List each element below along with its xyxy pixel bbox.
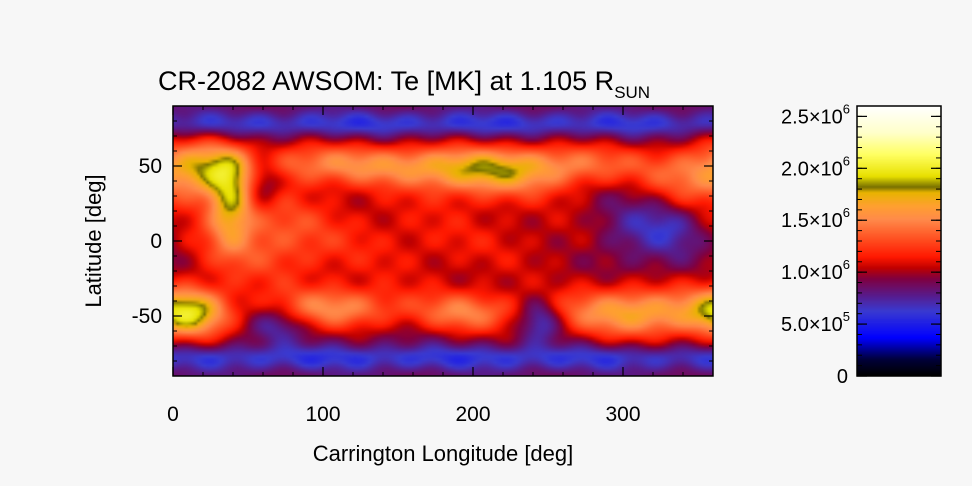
y-tick-label: 50 bbox=[139, 155, 162, 178]
colorbar-tick-label: 1.5×106 bbox=[781, 205, 850, 232]
colorbar-tick-label: 0 bbox=[837, 366, 848, 388]
colorbar-tick-label: 2.5×106 bbox=[781, 101, 850, 128]
colorbar: 2.5×106 2.0×106 1.5×106 1.0×106 5.0×105 0 bbox=[781, 101, 942, 388]
colorbar-tick-label: 5.0×105 bbox=[781, 309, 850, 336]
chart-title-main: CR-2082 AWSOM: Te [MK] at 1.105 R bbox=[158, 66, 614, 96]
y-axis-ticks: 50 0 -50 bbox=[132, 120, 713, 362]
x-tick-label: 200 bbox=[455, 403, 490, 426]
chart-title: CR-2082 AWSOM: Te [MK] at 1.105 RSUN bbox=[158, 66, 650, 102]
colorbar-ticks: 2.5×106 2.0×106 1.5×106 1.0×106 5.0×105 0 bbox=[781, 101, 941, 388]
x-axis-label: Carrington Longitude [deg] bbox=[313, 441, 574, 466]
colorbar-tick-label: 1.0×106 bbox=[781, 257, 850, 284]
x-axis-ticks: 0 100 200 300 bbox=[167, 106, 714, 426]
x-tick-label: 0 bbox=[167, 403, 179, 426]
x-tick-label: 300 bbox=[605, 403, 640, 426]
x-tick-label: 100 bbox=[305, 403, 340, 426]
chart-title-subscript: SUN bbox=[614, 83, 650, 102]
heatmap-plot: 0 100 200 300 50 0 -50 bbox=[132, 105, 714, 426]
colorbar-image bbox=[857, 106, 941, 376]
y-tick-label: -50 bbox=[132, 305, 162, 328]
colorbar-tick-label: 2.0×106 bbox=[781, 153, 850, 180]
heatmap-image bbox=[173, 106, 713, 376]
y-axis-label: Latitude [deg] bbox=[81, 174, 106, 307]
y-tick-label: 0 bbox=[150, 230, 162, 253]
